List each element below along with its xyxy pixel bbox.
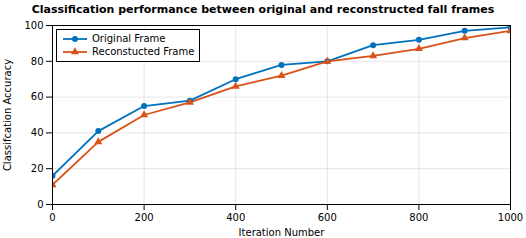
- svg-text:100: 100: [24, 19, 43, 30]
- svg-text:0: 0: [49, 211, 55, 222]
- svg-text:40: 40: [31, 127, 44, 138]
- html-text:Classification performance bet: Classification performance between origi…: [31, 3, 495, 16]
- html-text:Reconstucted Frame: Reconstucted Frame: [92, 46, 195, 58]
- svg-text:800: 800: [409, 211, 428, 222]
- svg-text:0: 0: [37, 198, 43, 209]
- svg-text:Classifcation Accuracy: Classifcation Accuracy: [2, 59, 13, 171]
- svg-text:1000: 1000: [498, 211, 523, 222]
- svg-text:600: 600: [318, 211, 337, 222]
- html-text:Original Frame: Original Frame: [92, 32, 166, 44]
- svg-text:20: 20: [31, 163, 44, 174]
- svg-text:60: 60: [31, 91, 44, 102]
- svg-text:80: 80: [31, 55, 44, 66]
- svg-text:Iteration Number: Iteration Number: [239, 226, 326, 237]
- svg-text:400: 400: [226, 211, 245, 222]
- svg-text:200: 200: [135, 211, 154, 222]
